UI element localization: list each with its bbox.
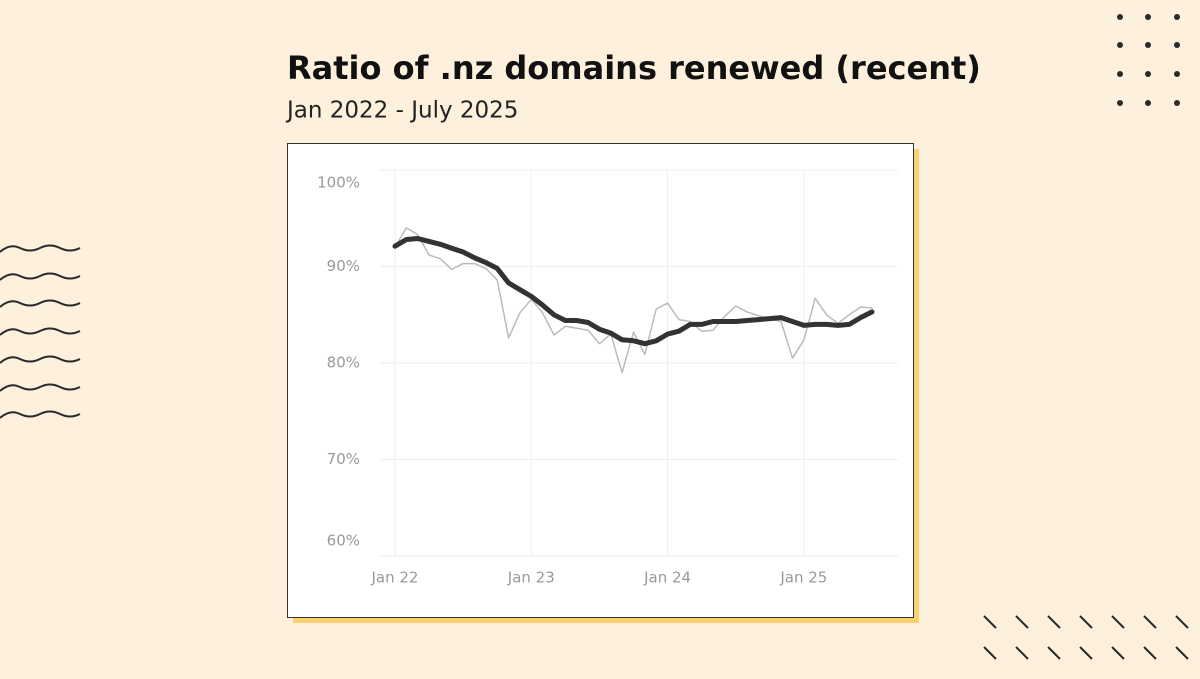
x-tick-label: Jan 22	[371, 569, 419, 587]
y-tick-label: 80%	[327, 354, 360, 372]
x-tick-label: Jan 24	[643, 569, 691, 587]
y-tick-label: 100%	[317, 174, 360, 192]
y-tick-label: 90%	[327, 257, 360, 275]
y-tick-label: 60%	[327, 532, 360, 550]
series-line	[394, 227, 873, 374]
x-tick-label: Jan 23	[507, 569, 555, 587]
y-tick-label: 70%	[327, 450, 360, 468]
chart-title: Ratio of .nz domains renewed (recent)	[287, 49, 981, 87]
dots-decoration	[1117, 14, 1180, 106]
chart-subtitle: Jan 2022 - July 2025	[285, 98, 518, 124]
series-line	[392, 236, 875, 347]
x-tick-label: Jan 25	[779, 569, 827, 587]
plot: 100% 90% 80% 70% 60% Jan 22 Jan 23 Jan 24 Jan 25	[317, 169, 898, 587]
slashes-decoration	[983, 615, 1189, 660]
waves-decoration	[0, 244, 81, 419]
chart-card	[287, 143, 914, 618]
